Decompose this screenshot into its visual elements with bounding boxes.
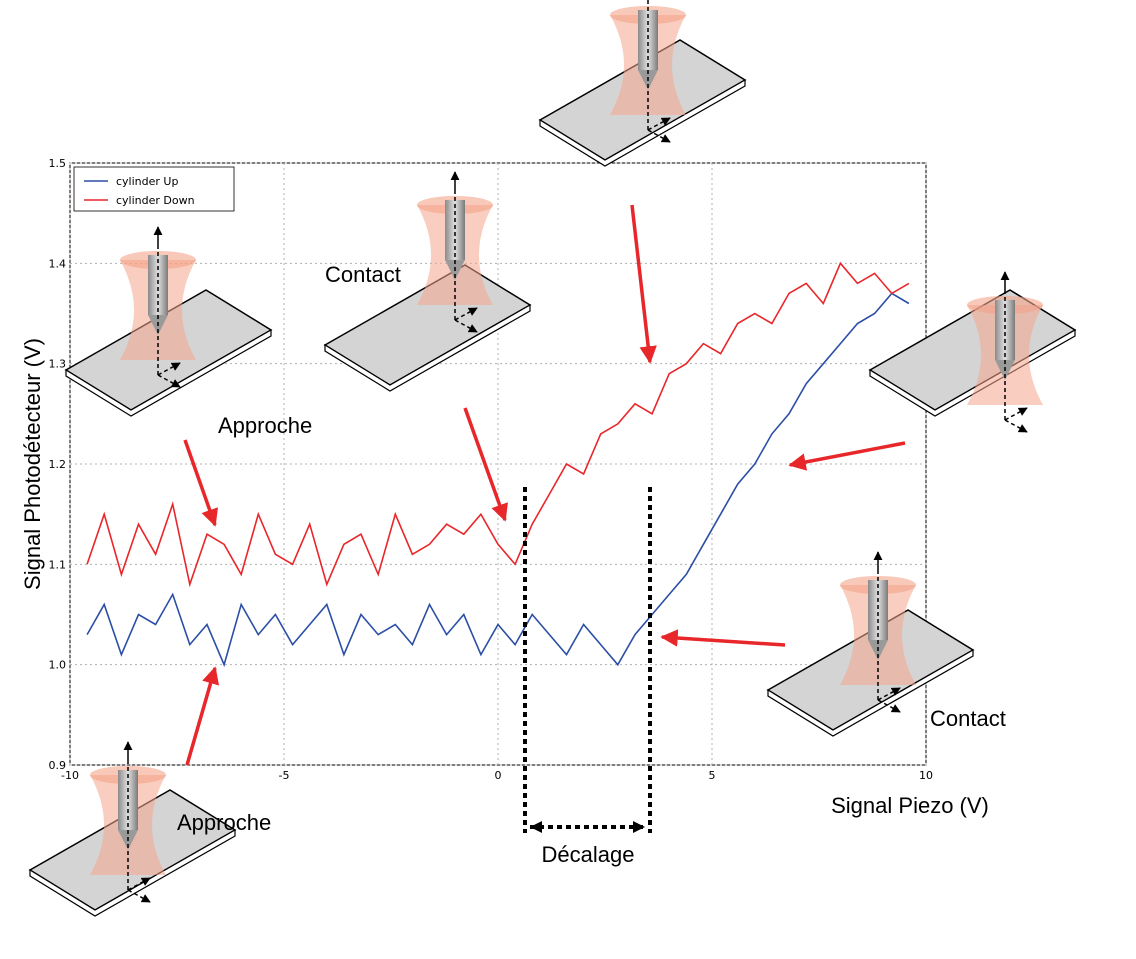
legend: cylinder Up cylinder Down bbox=[73, 166, 235, 212]
y-tick-label: 1.2 bbox=[49, 458, 67, 471]
annotation: Décalage bbox=[542, 842, 635, 867]
series-line bbox=[86, 261, 910, 588]
legend-label: cylinder Down bbox=[116, 194, 195, 207]
x-tick-label: 0 bbox=[495, 769, 502, 782]
legend-box bbox=[73, 166, 235, 212]
series-line bbox=[86, 292, 910, 668]
y-tick-label: 1.4 bbox=[49, 257, 67, 270]
y-tick-label: 1.1 bbox=[49, 558, 67, 571]
annotation: Contact bbox=[930, 706, 1006, 731]
y-tick-label: 1.0 bbox=[49, 659, 67, 672]
annotation: Contact bbox=[325, 262, 401, 287]
x-tick-label: 10 bbox=[919, 769, 933, 782]
y-axis-label: Signal Photodétecteur (V) bbox=[20, 338, 45, 590]
x-axis-label: Signal Piezo (V) bbox=[831, 793, 989, 818]
offset-arrowheads bbox=[530, 821, 645, 833]
y-tick-label: 0.9 bbox=[49, 759, 67, 772]
y-tick-label: 1.3 bbox=[49, 358, 67, 371]
annotation: Approche bbox=[218, 413, 312, 438]
pointer-arrows bbox=[183, 204, 906, 766]
x-tick-label: -10 bbox=[61, 769, 79, 782]
offset-markers bbox=[523, 487, 652, 833]
x-tick-label: 5 bbox=[709, 769, 716, 782]
grid: 0.9 1.0 1.1 1.2 1.3 1.4 1.5 -10 -5 0 5 10 bbox=[49, 157, 934, 782]
y-tick-label: 1.5 bbox=[49, 157, 67, 170]
lines bbox=[86, 261, 910, 668]
annotation: Approche bbox=[177, 810, 271, 835]
legend-label: cylinder Up bbox=[116, 175, 178, 188]
x-tick-label: -5 bbox=[279, 769, 290, 782]
